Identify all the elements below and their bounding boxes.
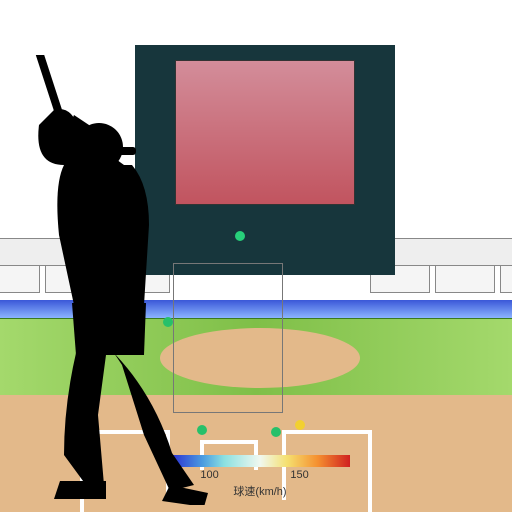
plate-line <box>282 430 372 434</box>
pitch-marker <box>295 420 305 430</box>
stage: 100150 球速(km/h) <box>0 0 512 512</box>
legend-tick: 150 <box>290 469 308 481</box>
batter-silhouette <box>0 55 234 505</box>
plate-line <box>368 430 372 512</box>
pitch-marker <box>271 427 281 437</box>
pitch-marker <box>235 231 245 241</box>
legend-label: 球速(km/h) <box>233 483 286 499</box>
